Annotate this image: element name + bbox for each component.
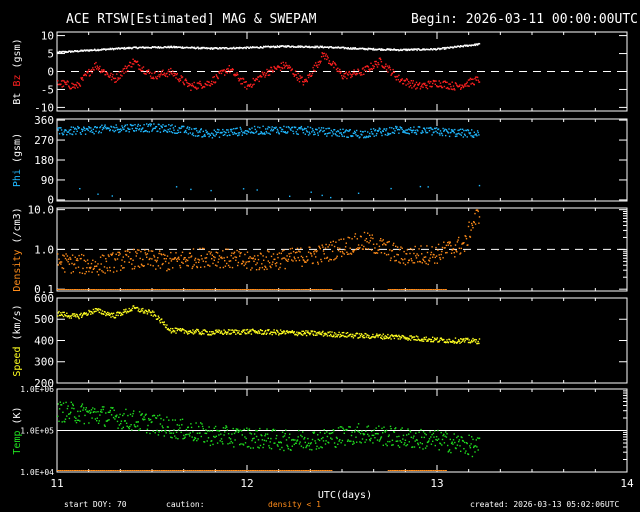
y-tick-label: 300 bbox=[34, 356, 54, 369]
y-tick-label: -10 bbox=[34, 101, 54, 114]
y-tick-label: 270 bbox=[34, 134, 54, 147]
x-tick-label: 12 bbox=[240, 477, 253, 490]
y-axis-label-bt-bz: Bt Bz (gsm) bbox=[12, 38, 23, 104]
y-tick-label: -5 bbox=[41, 83, 54, 96]
y-axis-label-phi: Phi (gsm) bbox=[12, 133, 23, 187]
y-tick-label: 5 bbox=[47, 47, 54, 60]
y-tick-label: 200 bbox=[34, 377, 54, 390]
y-tick-label: 90 bbox=[41, 174, 54, 187]
y-axis-label-temp: Temp (K) bbox=[12, 406, 23, 454]
series-phi bbox=[57, 123, 481, 199]
y-tick-label: 360 bbox=[34, 114, 54, 127]
series-speed bbox=[57, 305, 481, 345]
x-axis-label: UTC(days) bbox=[318, 490, 372, 501]
y-tick-label: 600 bbox=[34, 292, 54, 305]
y-tick-label: 10 bbox=[41, 29, 54, 42]
series-bt bbox=[57, 42, 481, 54]
y-tick-label: 10.0 bbox=[28, 203, 55, 216]
y-tick-label: 1.0E+05 bbox=[20, 426, 54, 435]
start-doy: start DOY: 70 bbox=[64, 500, 127, 509]
begin-time: Begin: 2026-03-11 00:00:00UTC bbox=[411, 12, 638, 27]
y-tick-label: 1.0E+06 bbox=[20, 385, 54, 394]
y-tick-label: 0 bbox=[47, 194, 54, 207]
y-tick-label: 400 bbox=[34, 334, 54, 347]
density-caution: density < 1 bbox=[268, 500, 321, 509]
y-tick-label: 180 bbox=[34, 154, 54, 167]
series-temp bbox=[57, 401, 481, 458]
x-tick-label: 13 bbox=[430, 477, 443, 490]
series-temp bbox=[57, 401, 481, 458]
y-axis-label-speed: Speed (km/s) bbox=[12, 304, 23, 376]
caution-label: caution: bbox=[166, 500, 205, 509]
series-phi bbox=[57, 123, 481, 199]
chart-title: ACE RTSW[Estimated] MAG & SWEPAM bbox=[66, 12, 317, 27]
created-time: created: 2026-03-13 05:02:06UTC bbox=[470, 500, 620, 509]
y-tick-label: 0.1 bbox=[34, 283, 54, 296]
x-tick-label: 14 bbox=[620, 477, 634, 490]
series-density bbox=[57, 209, 481, 276]
y-axis-label-density: Density (/cm3) bbox=[12, 207, 23, 291]
y-tick-label: 0 bbox=[47, 65, 54, 78]
series-bt-bz bbox=[57, 42, 481, 91]
y-tick-label: 500 bbox=[34, 313, 54, 326]
x-tick-label: 11 bbox=[50, 477, 63, 490]
caution-marks-temp bbox=[57, 470, 447, 471]
panel-phi bbox=[56, 118, 628, 202]
y-tick-label: 1.0 bbox=[34, 243, 54, 256]
y-tick-label: 1.0E+04 bbox=[20, 468, 54, 477]
caution-marks-density bbox=[57, 289, 447, 290]
series-density bbox=[57, 209, 481, 276]
series-speed bbox=[57, 305, 481, 345]
series-bz bbox=[57, 52, 481, 91]
